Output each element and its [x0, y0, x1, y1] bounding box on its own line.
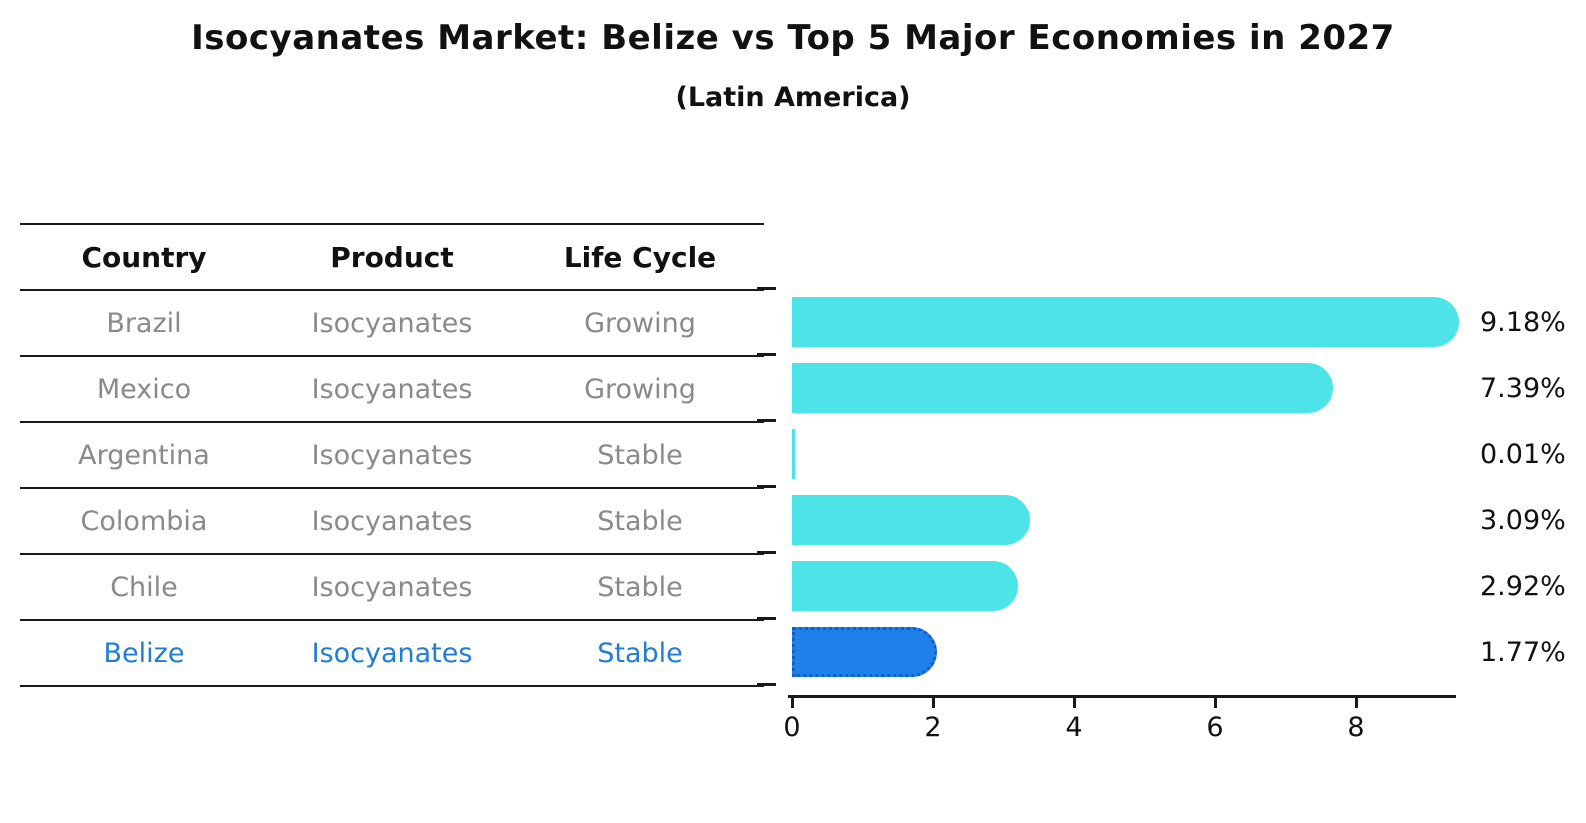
table-header-row: Country Product Life Cycle — [20, 223, 764, 289]
bar-value-label-belize: 1.77% — [1480, 637, 1566, 668]
table-cell-life-cycle: Stable — [597, 637, 683, 669]
table-row-brazil: Brazil Isocyanates Growing — [20, 289, 764, 355]
y-tick — [757, 287, 776, 290]
x-tick-label: 4 — [1065, 712, 1083, 743]
table-row-argentina: Argentina Isocyanates Stable — [20, 421, 764, 487]
table-cell-country: Belize — [103, 637, 185, 669]
y-tick — [757, 683, 776, 686]
bar-value-label-mexico: 7.39% — [1480, 373, 1566, 404]
chart-subtitle: (Latin America) — [675, 82, 911, 113]
table-cell-product: Isocyanates — [311, 505, 473, 537]
table-cell-life-cycle: Stable — [597, 505, 683, 537]
table-cell-country: Chile — [110, 571, 178, 603]
x-tick-label: 6 — [1206, 712, 1224, 743]
x-tick — [932, 695, 935, 708]
x-tick-label: 0 — [783, 712, 801, 743]
x-tick — [1214, 695, 1217, 708]
y-tick — [757, 551, 776, 554]
table-header-life-cycle: Life Cycle — [563, 240, 717, 274]
x-tick — [791, 695, 794, 708]
bar-value-label-argentina: 0.01% — [1480, 439, 1566, 470]
country-table: Country Product Life Cycle Brazil Isocyanate… — [20, 223, 764, 687]
x-tick — [1355, 695, 1358, 708]
table-cell-country: Colombia — [80, 505, 208, 537]
table-cell-country: Brazil — [106, 307, 182, 339]
x-axis-line — [788, 695, 1456, 698]
y-tick — [757, 353, 776, 356]
table-row-chile: Chile Isocyanates Stable — [20, 553, 764, 619]
bar-colombia — [792, 495, 1030, 545]
bar-chile — [792, 561, 1018, 611]
bar-mexico — [792, 363, 1333, 413]
table-header-country: Country — [81, 240, 207, 274]
x-tick — [1073, 695, 1076, 708]
table-cell-life-cycle: Growing — [584, 307, 696, 339]
table-row-mexico: Mexico Isocyanates Growing — [20, 355, 764, 421]
table-row-colombia: Colombia Isocyanates Stable — [20, 487, 764, 553]
table-cell-product: Isocyanates — [311, 637, 473, 669]
table-cell-country: Mexico — [96, 373, 192, 405]
x-tick-label: 2 — [924, 712, 942, 743]
table-cell-product: Isocyanates — [311, 373, 473, 405]
table-cell-country: Argentina — [78, 439, 210, 471]
y-tick — [757, 419, 776, 422]
table-cell-life-cycle: Stable — [597, 571, 683, 603]
bar-value-label-brazil: 9.18% — [1480, 307, 1566, 338]
table-cell-product: Isocyanates — [311, 571, 473, 603]
y-tick — [757, 485, 776, 488]
table-row-belize: Belize Isocyanates Stable — [20, 619, 764, 685]
table-cell-product: Isocyanates — [311, 439, 473, 471]
bar-argentina — [792, 429, 795, 479]
chart-title: Isocyanates Market: Belize vs Top 5 Majo… — [191, 18, 1395, 58]
table-header-product: Product — [330, 240, 454, 274]
y-tick — [757, 617, 776, 620]
bar-belize — [792, 627, 937, 677]
table-cell-product: Isocyanates — [311, 307, 473, 339]
bar-value-label-chile: 2.92% — [1480, 571, 1566, 602]
x-tick-label: 8 — [1347, 712, 1365, 743]
bar-value-label-colombia: 3.09% — [1480, 505, 1566, 536]
table-cell-life-cycle: Growing — [584, 373, 696, 405]
table-cell-life-cycle: Stable — [597, 439, 683, 471]
bar-brazil — [792, 297, 1460, 347]
